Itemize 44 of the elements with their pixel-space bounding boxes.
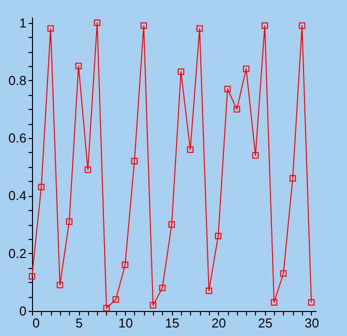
point	[289, 175, 296, 182]
point	[47, 25, 54, 32]
point	[187, 146, 194, 153]
point	[94, 20, 100, 26]
point	[38, 184, 45, 190]
point	[131, 158, 138, 164]
x-tick-label: 15	[164, 316, 180, 330]
point	[159, 284, 166, 292]
y-tick-label: 0.8	[8, 72, 26, 88]
point	[262, 22, 268, 29]
y-tick-label: 0.2	[8, 246, 26, 261]
point	[103, 304, 110, 312]
y-tick-label: 0	[19, 304, 26, 318]
point	[178, 68, 184, 76]
y-tick-label: 0.6	[8, 130, 26, 146]
x-tick-label: 5	[75, 316, 83, 330]
point	[140, 22, 147, 29]
x-tick-label: 25	[258, 316, 273, 330]
point	[28, 273, 36, 280]
point	[308, 299, 315, 306]
point	[270, 299, 278, 306]
x-tick-label: 0	[32, 316, 40, 330]
point	[150, 302, 156, 308]
point	[234, 106, 240, 112]
point	[206, 288, 212, 294]
point	[252, 152, 259, 159]
point	[122, 262, 128, 268]
point	[56, 282, 64, 288]
point	[214, 232, 222, 240]
point	[112, 296, 120, 303]
y-tick-label: 0.4	[8, 188, 26, 204]
x-tick-label: 10	[118, 316, 133, 330]
point	[280, 270, 287, 277]
point	[298, 22, 306, 29]
point	[84, 166, 92, 174]
point	[224, 86, 231, 92]
y-tick-label: 1	[19, 15, 26, 30]
point	[242, 66, 250, 72]
point	[196, 25, 203, 32]
point	[168, 221, 175, 228]
point	[75, 62, 82, 70]
point	[66, 218, 72, 225]
x-tick-label: 30	[304, 316, 320, 330]
x-tick-label: 20	[211, 316, 226, 330]
